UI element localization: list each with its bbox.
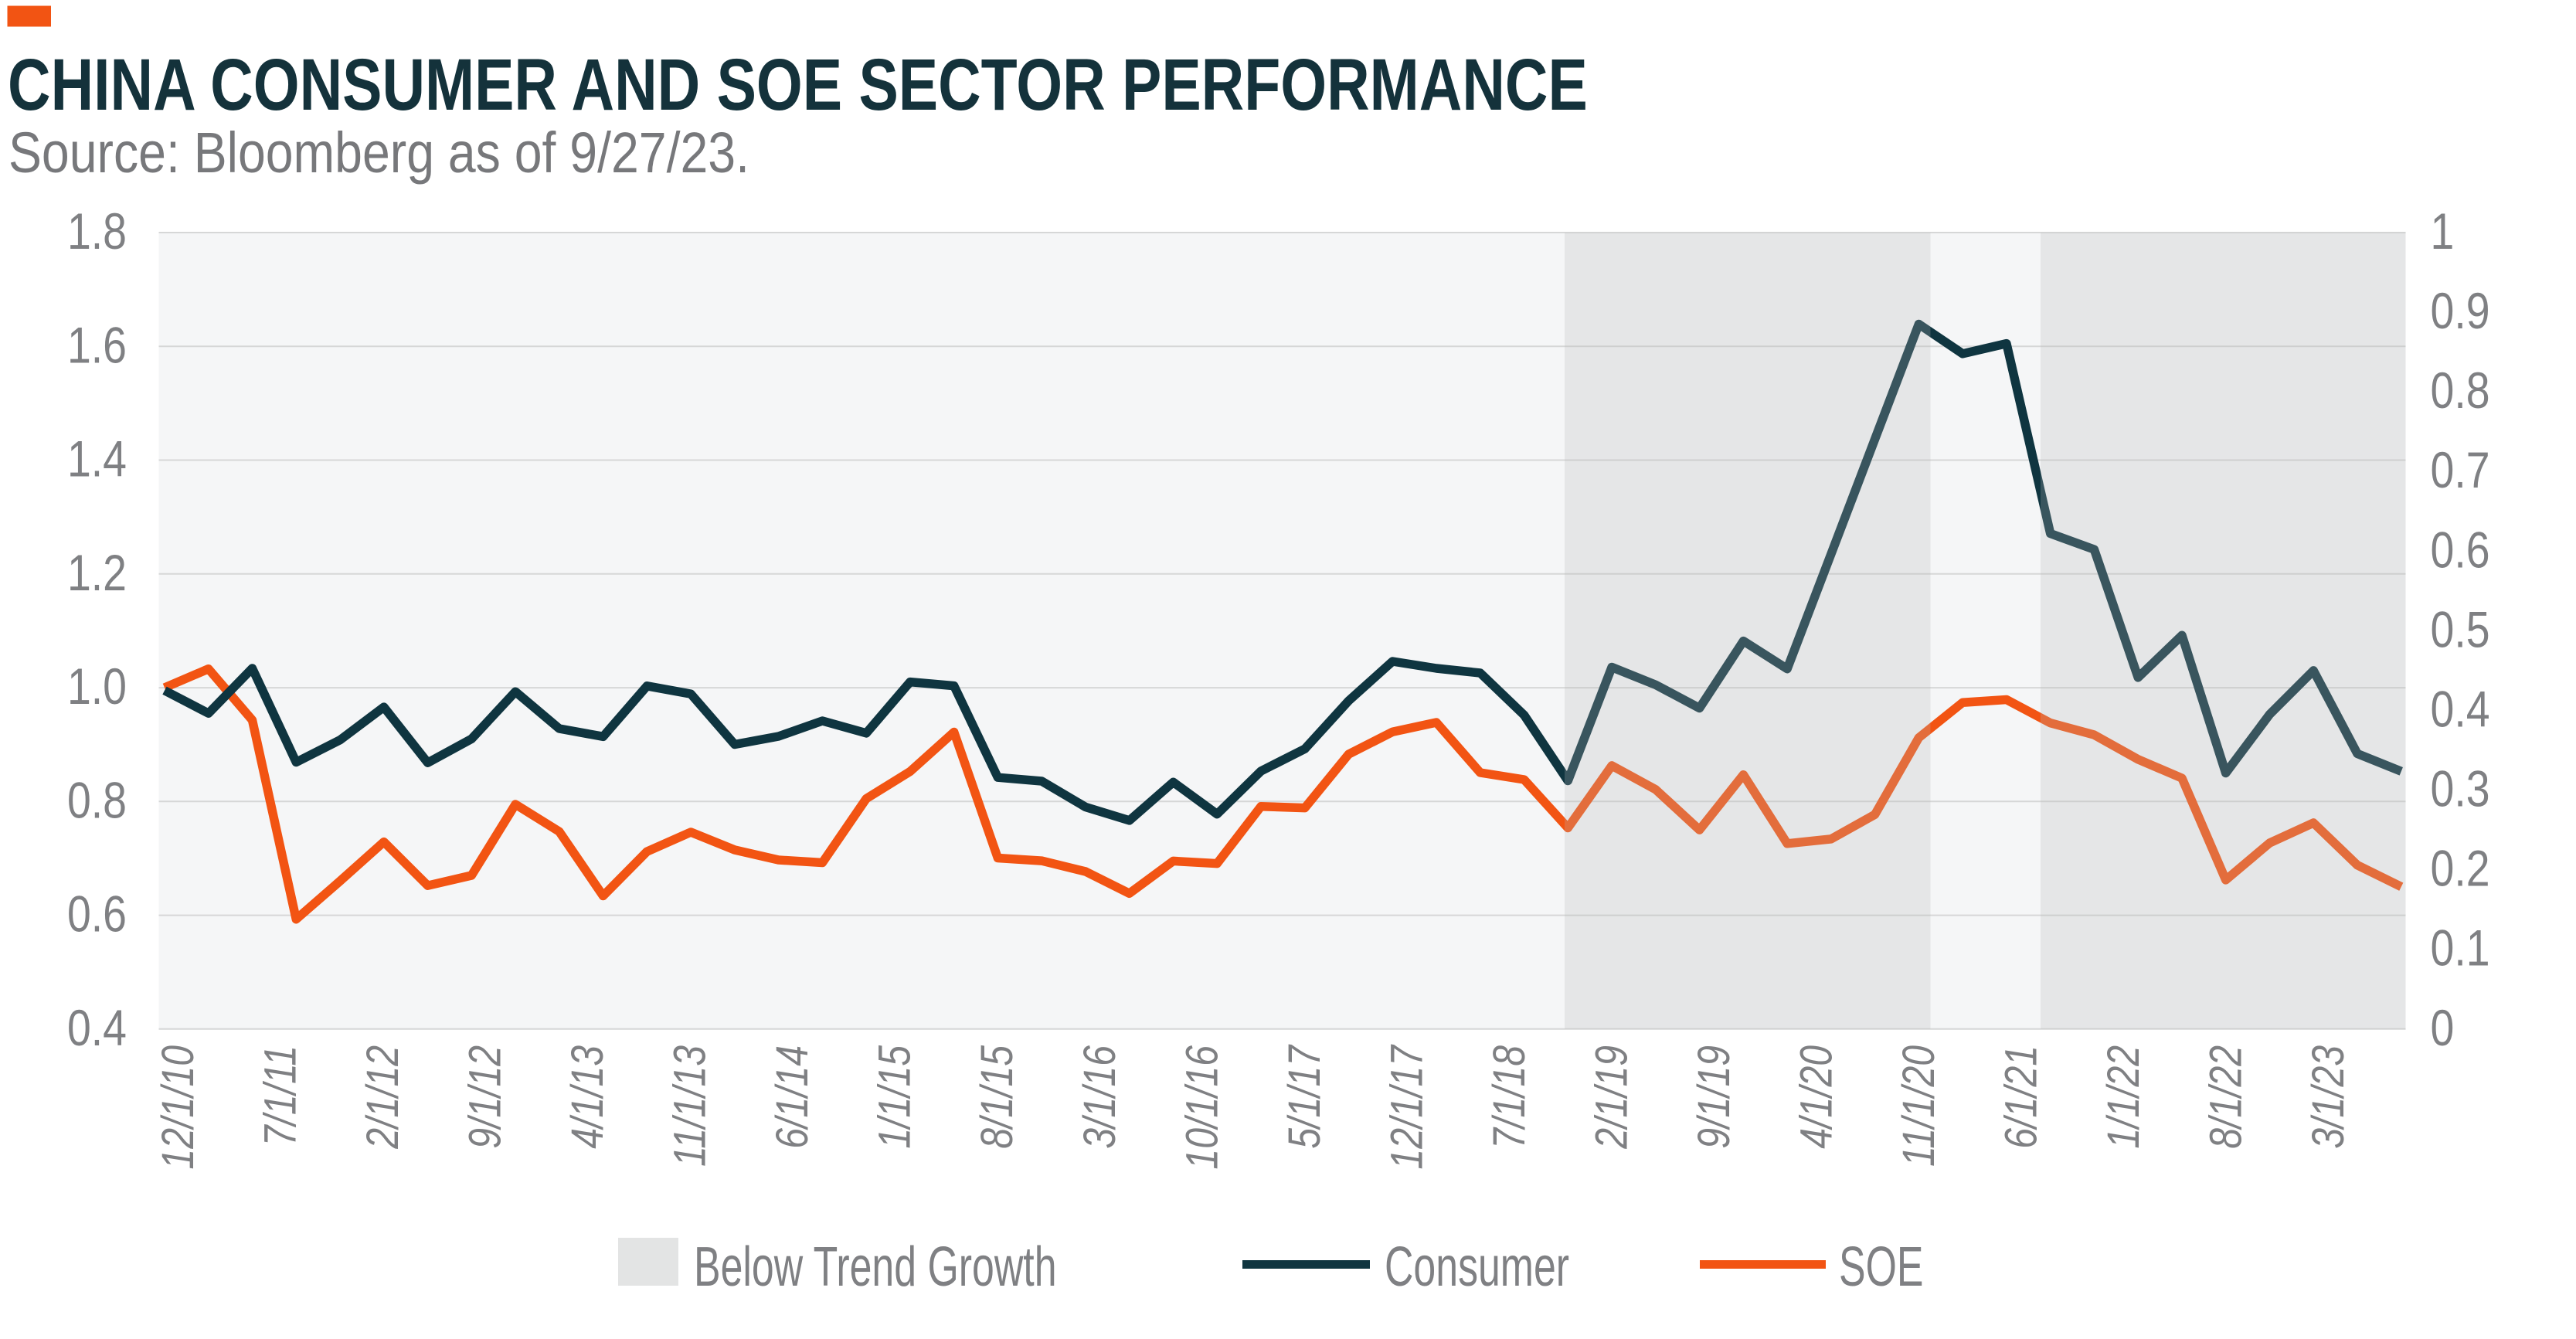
- svg-text:9/1/19: 9/1/19: [1690, 1045, 1739, 1149]
- svg-text:0.1: 0.1: [2431, 919, 2490, 977]
- svg-text:5/1/17: 5/1/17: [1280, 1044, 1330, 1149]
- svg-text:Consumer: Consumer: [1385, 1236, 1569, 1298]
- svg-text:0.8: 0.8: [2431, 362, 2490, 420]
- svg-text:10/1/16: 10/1/16: [1178, 1045, 1227, 1170]
- svg-text:7/1/11: 7/1/11: [256, 1045, 305, 1146]
- svg-text:4/1/20: 4/1/20: [1792, 1045, 1841, 1149]
- svg-text:11/1/20: 11/1/20: [1895, 1045, 1944, 1167]
- svg-text:6/1/14: 6/1/14: [768, 1045, 817, 1149]
- svg-text:7/1/18: 7/1/18: [1485, 1045, 1534, 1149]
- svg-text:8/1/15: 8/1/15: [973, 1045, 1022, 1149]
- svg-text:1/1/15: 1/1/15: [871, 1045, 920, 1149]
- svg-text:0.6: 0.6: [2431, 522, 2490, 579]
- svg-text:2/1/12: 2/1/12: [359, 1045, 408, 1150]
- svg-text:3/1/23: 3/1/23: [2304, 1045, 2353, 1149]
- svg-text:1.0: 1.0: [67, 658, 127, 715]
- svg-text:9/1/12: 9/1/12: [460, 1045, 510, 1149]
- svg-text:SOE: SOE: [1839, 1236, 1923, 1298]
- svg-text:0.6: 0.6: [67, 885, 127, 943]
- svg-text:CHINA CONSUMER AND SOE SECTOR: CHINA CONSUMER AND SOE SECTOR PERFORMANC…: [8, 44, 1588, 125]
- svg-text:0.3: 0.3: [2431, 760, 2490, 817]
- svg-text:1: 1: [2431, 202, 2455, 260]
- svg-text:12/1/10: 12/1/10: [154, 1045, 203, 1170]
- svg-text:0: 0: [2431, 999, 2455, 1056]
- svg-text:11/1/13: 11/1/13: [666, 1045, 715, 1167]
- svg-text:3/1/16: 3/1/16: [1076, 1045, 1125, 1149]
- svg-text:Below Trend Growth: Below Trend Growth: [694, 1236, 1057, 1298]
- svg-text:0.4: 0.4: [67, 999, 127, 1056]
- svg-text:1.6: 1.6: [67, 317, 127, 374]
- svg-text:8/1/22: 8/1/22: [2201, 1045, 2251, 1149]
- svg-text:12/1/17: 12/1/17: [1382, 1044, 1432, 1170]
- svg-text:0.8: 0.8: [67, 772, 127, 829]
- svg-text:1.2: 1.2: [67, 544, 127, 601]
- svg-text:1/1/22: 1/1/22: [2099, 1045, 2149, 1149]
- svg-text:Source: Bloomberg as of 9/27/2: Source: Bloomberg as of 9/27/23.: [8, 121, 749, 185]
- svg-text:0.7: 0.7: [2431, 442, 2490, 499]
- svg-text:0.9: 0.9: [2431, 283, 2490, 340]
- svg-text:1.8: 1.8: [67, 202, 127, 260]
- svg-text:0.2: 0.2: [2431, 840, 2490, 897]
- svg-text:6/1/21: 6/1/21: [1997, 1045, 2046, 1149]
- svg-text:0.4: 0.4: [2431, 681, 2490, 738]
- svg-text:2/1/19: 2/1/19: [1587, 1045, 1636, 1150]
- svg-text:1.4: 1.4: [67, 430, 127, 488]
- svg-text:4/1/13: 4/1/13: [563, 1045, 613, 1149]
- svg-text:0.5: 0.5: [2431, 601, 2490, 658]
